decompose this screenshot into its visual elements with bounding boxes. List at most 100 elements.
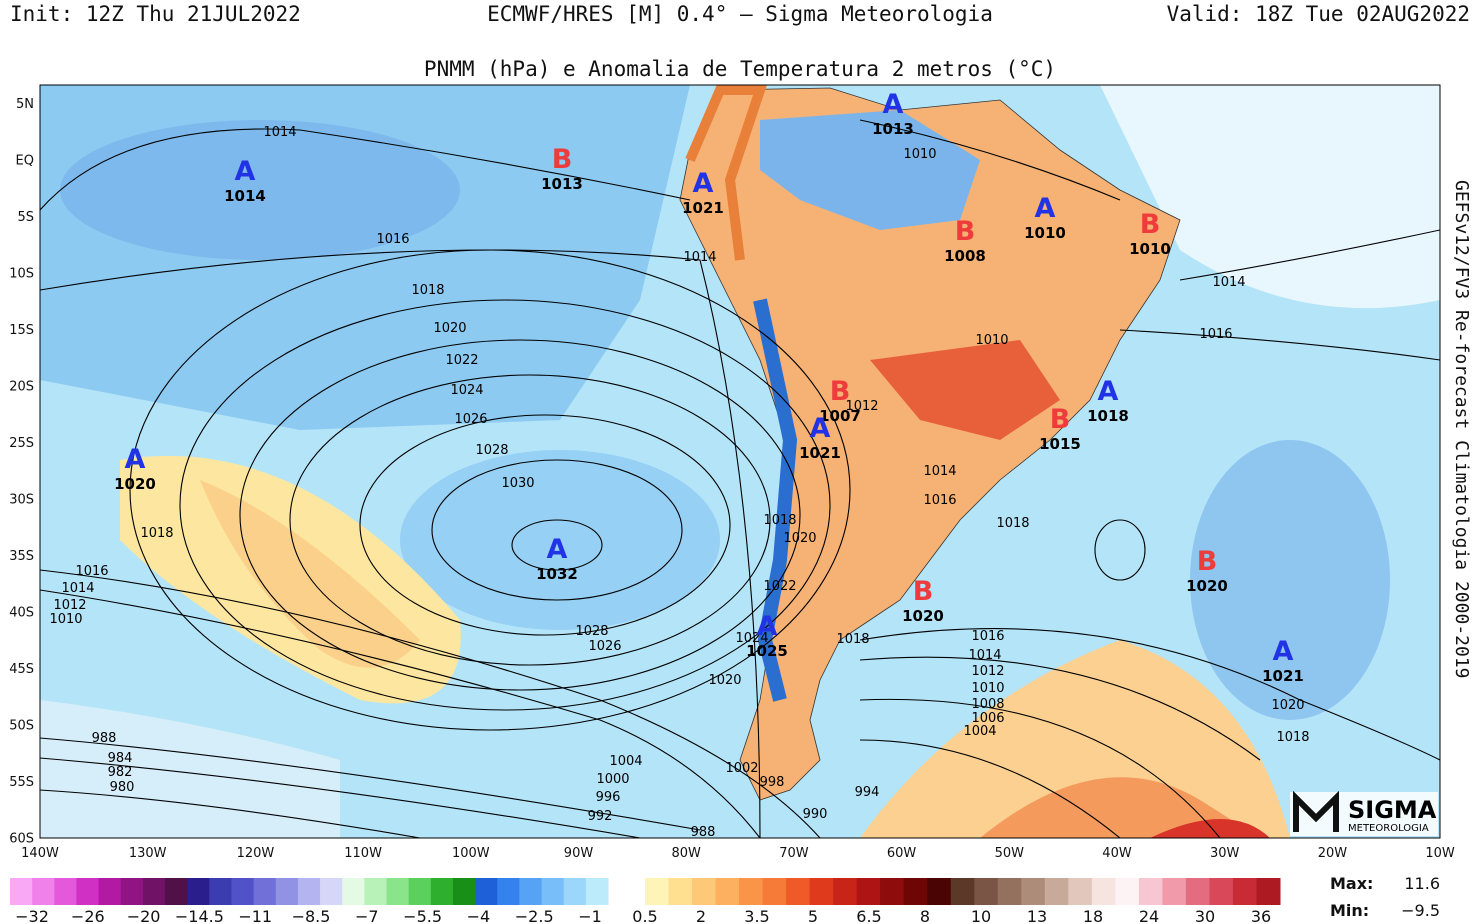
colorbar-swatch [880, 878, 905, 905]
center-letter: B [1140, 209, 1161, 240]
colorbar-swatch [563, 878, 587, 905]
center-letter: B [913, 576, 934, 607]
isobar-label: 1018 [1276, 730, 1309, 745]
max-label: Max: [1330, 874, 1373, 893]
colorbar-label: 13 [1027, 907, 1047, 924]
isobar-label: 1018 [763, 513, 796, 528]
colorbar-swatch [32, 878, 55, 905]
lon-label: 130W [129, 846, 167, 861]
center-value: 1020 [1186, 577, 1228, 595]
isobar-label: 1018 [836, 632, 869, 647]
colorbar-swatch [386, 878, 410, 905]
isobar-label: 1018 [411, 283, 444, 298]
colorbar-swatch [297, 878, 321, 905]
isobar-label: 998 [760, 775, 785, 790]
isobar-label: 992 [588, 809, 613, 824]
isobar-label: 984 [108, 751, 133, 766]
colorbar-swatch [809, 878, 834, 905]
isobar-label: 1004 [963, 724, 996, 739]
colorbar-swatch [1185, 878, 1210, 905]
colorbar-swatch [497, 878, 520, 905]
isobar-label: 1028 [475, 443, 508, 458]
colorbar-label: −4 [467, 907, 491, 924]
isobar-label: 1016 [923, 493, 956, 508]
colorbar-swatch [187, 878, 210, 905]
lon-label: 110W [344, 846, 382, 861]
isobar-label: 1024 [450, 383, 483, 398]
isobar-label: 1014 [923, 464, 956, 479]
lat-label: 5N [16, 97, 34, 112]
lat-label: 55S [9, 775, 34, 790]
center-value: 1021 [682, 199, 724, 217]
colorbar-swatch [1256, 878, 1281, 905]
lat-label: 45S [9, 662, 34, 677]
center-value: 1021 [1262, 667, 1304, 685]
center-letter: A [883, 89, 904, 120]
logo-sub: METEOROLOGIA [1348, 823, 1429, 834]
center-letter: A [547, 534, 568, 565]
colorbar-swatch [320, 878, 343, 905]
center-value: 1020 [114, 475, 156, 493]
lat-label: 25S [9, 436, 34, 451]
isobar-label: 1020 [1271, 698, 1304, 713]
isobar-label: 1012 [53, 598, 86, 613]
colorbar-swatch [231, 878, 255, 905]
colorbar-swatch [1232, 878, 1257, 905]
colorbar-swatch [430, 878, 454, 905]
colorbar-swatch [997, 878, 1022, 905]
center-letter: B [1050, 404, 1071, 435]
isobar-label: 1020 [433, 321, 466, 336]
colorbar-label: 5 [808, 907, 818, 924]
colorbar-swatch [342, 878, 365, 905]
colorbar-swatch [519, 878, 543, 905]
colorbar-swatch [76, 878, 100, 905]
colorbar-label: −11 [238, 907, 272, 924]
min-value: −9.5 [1401, 901, 1440, 920]
colorbar-label: −32 [15, 907, 49, 924]
isobar-label: 1010 [49, 612, 82, 627]
colorbar-label: 10 [971, 907, 991, 924]
colorbar-swatch [762, 878, 787, 905]
isobar-label: 1016 [376, 232, 409, 247]
isobar-label: 1030 [501, 476, 534, 491]
lon-label: 70W [779, 846, 809, 861]
colorbar-swatch [715, 878, 740, 905]
lat-label: 35S [9, 549, 34, 564]
lon-label: 40W [1102, 846, 1132, 861]
lon-label: 10W [1425, 846, 1455, 861]
isobar-label: 1024 [735, 631, 768, 646]
lat-label: 60S [9, 832, 34, 847]
min-label: Min: [1330, 901, 1369, 920]
isobar-label: 1018 [996, 516, 1029, 531]
isobar-label: 1014 [683, 250, 716, 265]
center-value: 1032 [536, 565, 578, 583]
isobar-label: 994 [855, 785, 880, 800]
center-letter: B [955, 216, 976, 247]
center-value: 1020 [902, 607, 944, 625]
colorbar-swatch [120, 878, 144, 905]
colorbar-swatch [927, 878, 952, 905]
colorbar-swatch [10, 878, 33, 905]
lon-label: 90W [564, 846, 594, 861]
colorbar-swatch [98, 878, 122, 905]
center-letter: B [1197, 546, 1218, 577]
isobar-label: 990 [803, 807, 828, 822]
isobar-label: 1014 [61, 581, 94, 596]
isobar-label: 1026 [588, 639, 621, 654]
colorbar-label: −7 [355, 907, 379, 924]
colorbar-swatch [1138, 878, 1163, 905]
colorbar-swatch [275, 878, 299, 905]
colorbar-swatch [786, 878, 811, 905]
lat-label: 10S [9, 267, 34, 282]
colorbar-label: 0.5 [632, 907, 657, 924]
colorbar-swatch [1115, 878, 1140, 905]
colorbar-swatch [541, 878, 565, 905]
center-letter: A [1035, 193, 1056, 224]
isobar-label: 1014 [968, 648, 1001, 663]
isobar-label: 1010 [975, 333, 1008, 348]
colorbar-swatch [833, 878, 858, 905]
isobar-label: 1020 [708, 673, 741, 688]
center-value: 1025 [746, 642, 788, 660]
max-value: 11.6 [1404, 874, 1440, 893]
lat-label: 30S [9, 493, 34, 508]
